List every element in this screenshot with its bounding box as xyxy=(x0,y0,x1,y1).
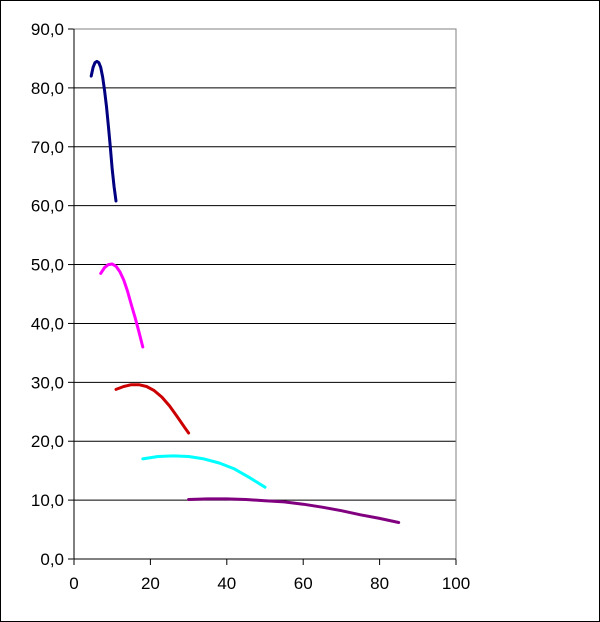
series-line-5 xyxy=(187,497,401,524)
axes xyxy=(68,28,457,565)
x-tick-label: 0 xyxy=(69,574,78,593)
plot-area-border xyxy=(73,28,457,560)
y-tick-label: 30,0 xyxy=(31,373,64,392)
y-axis-tick-labels: 0,0 10,0 20,0 30,0 40,0 50,0 60,0 70,0 80,0 90,0 xyxy=(31,20,64,569)
series-lines xyxy=(89,59,401,524)
series-line-1 xyxy=(89,59,118,203)
x-tick-label: 60 xyxy=(294,574,313,593)
x-tick-label: 100 xyxy=(442,574,470,593)
y-tick-label: 10,0 xyxy=(31,491,64,510)
y-tick-label: 60,0 xyxy=(31,197,64,216)
series-line-3 xyxy=(114,383,191,435)
x-tick-label: 80 xyxy=(370,574,389,593)
y-tick-label: 90,0 xyxy=(31,20,64,39)
series-line-2 xyxy=(99,262,145,349)
y-tick-label: 80,0 xyxy=(31,79,64,98)
y-tick-label: 50,0 xyxy=(31,256,64,275)
x-tick-label: 20 xyxy=(141,574,160,593)
y-tick-label: 40,0 xyxy=(31,314,64,333)
x-tick-label: 40 xyxy=(217,574,236,593)
y-tick-label: 20,0 xyxy=(31,432,64,451)
series-line-4 xyxy=(141,454,267,489)
grid-lines xyxy=(74,28,456,501)
x-axis-tick-labels: 0 20 40 60 80 100 xyxy=(69,574,470,593)
y-tick-label: 0,0 xyxy=(40,550,64,569)
y-tick-label: 70,0 xyxy=(31,138,64,157)
